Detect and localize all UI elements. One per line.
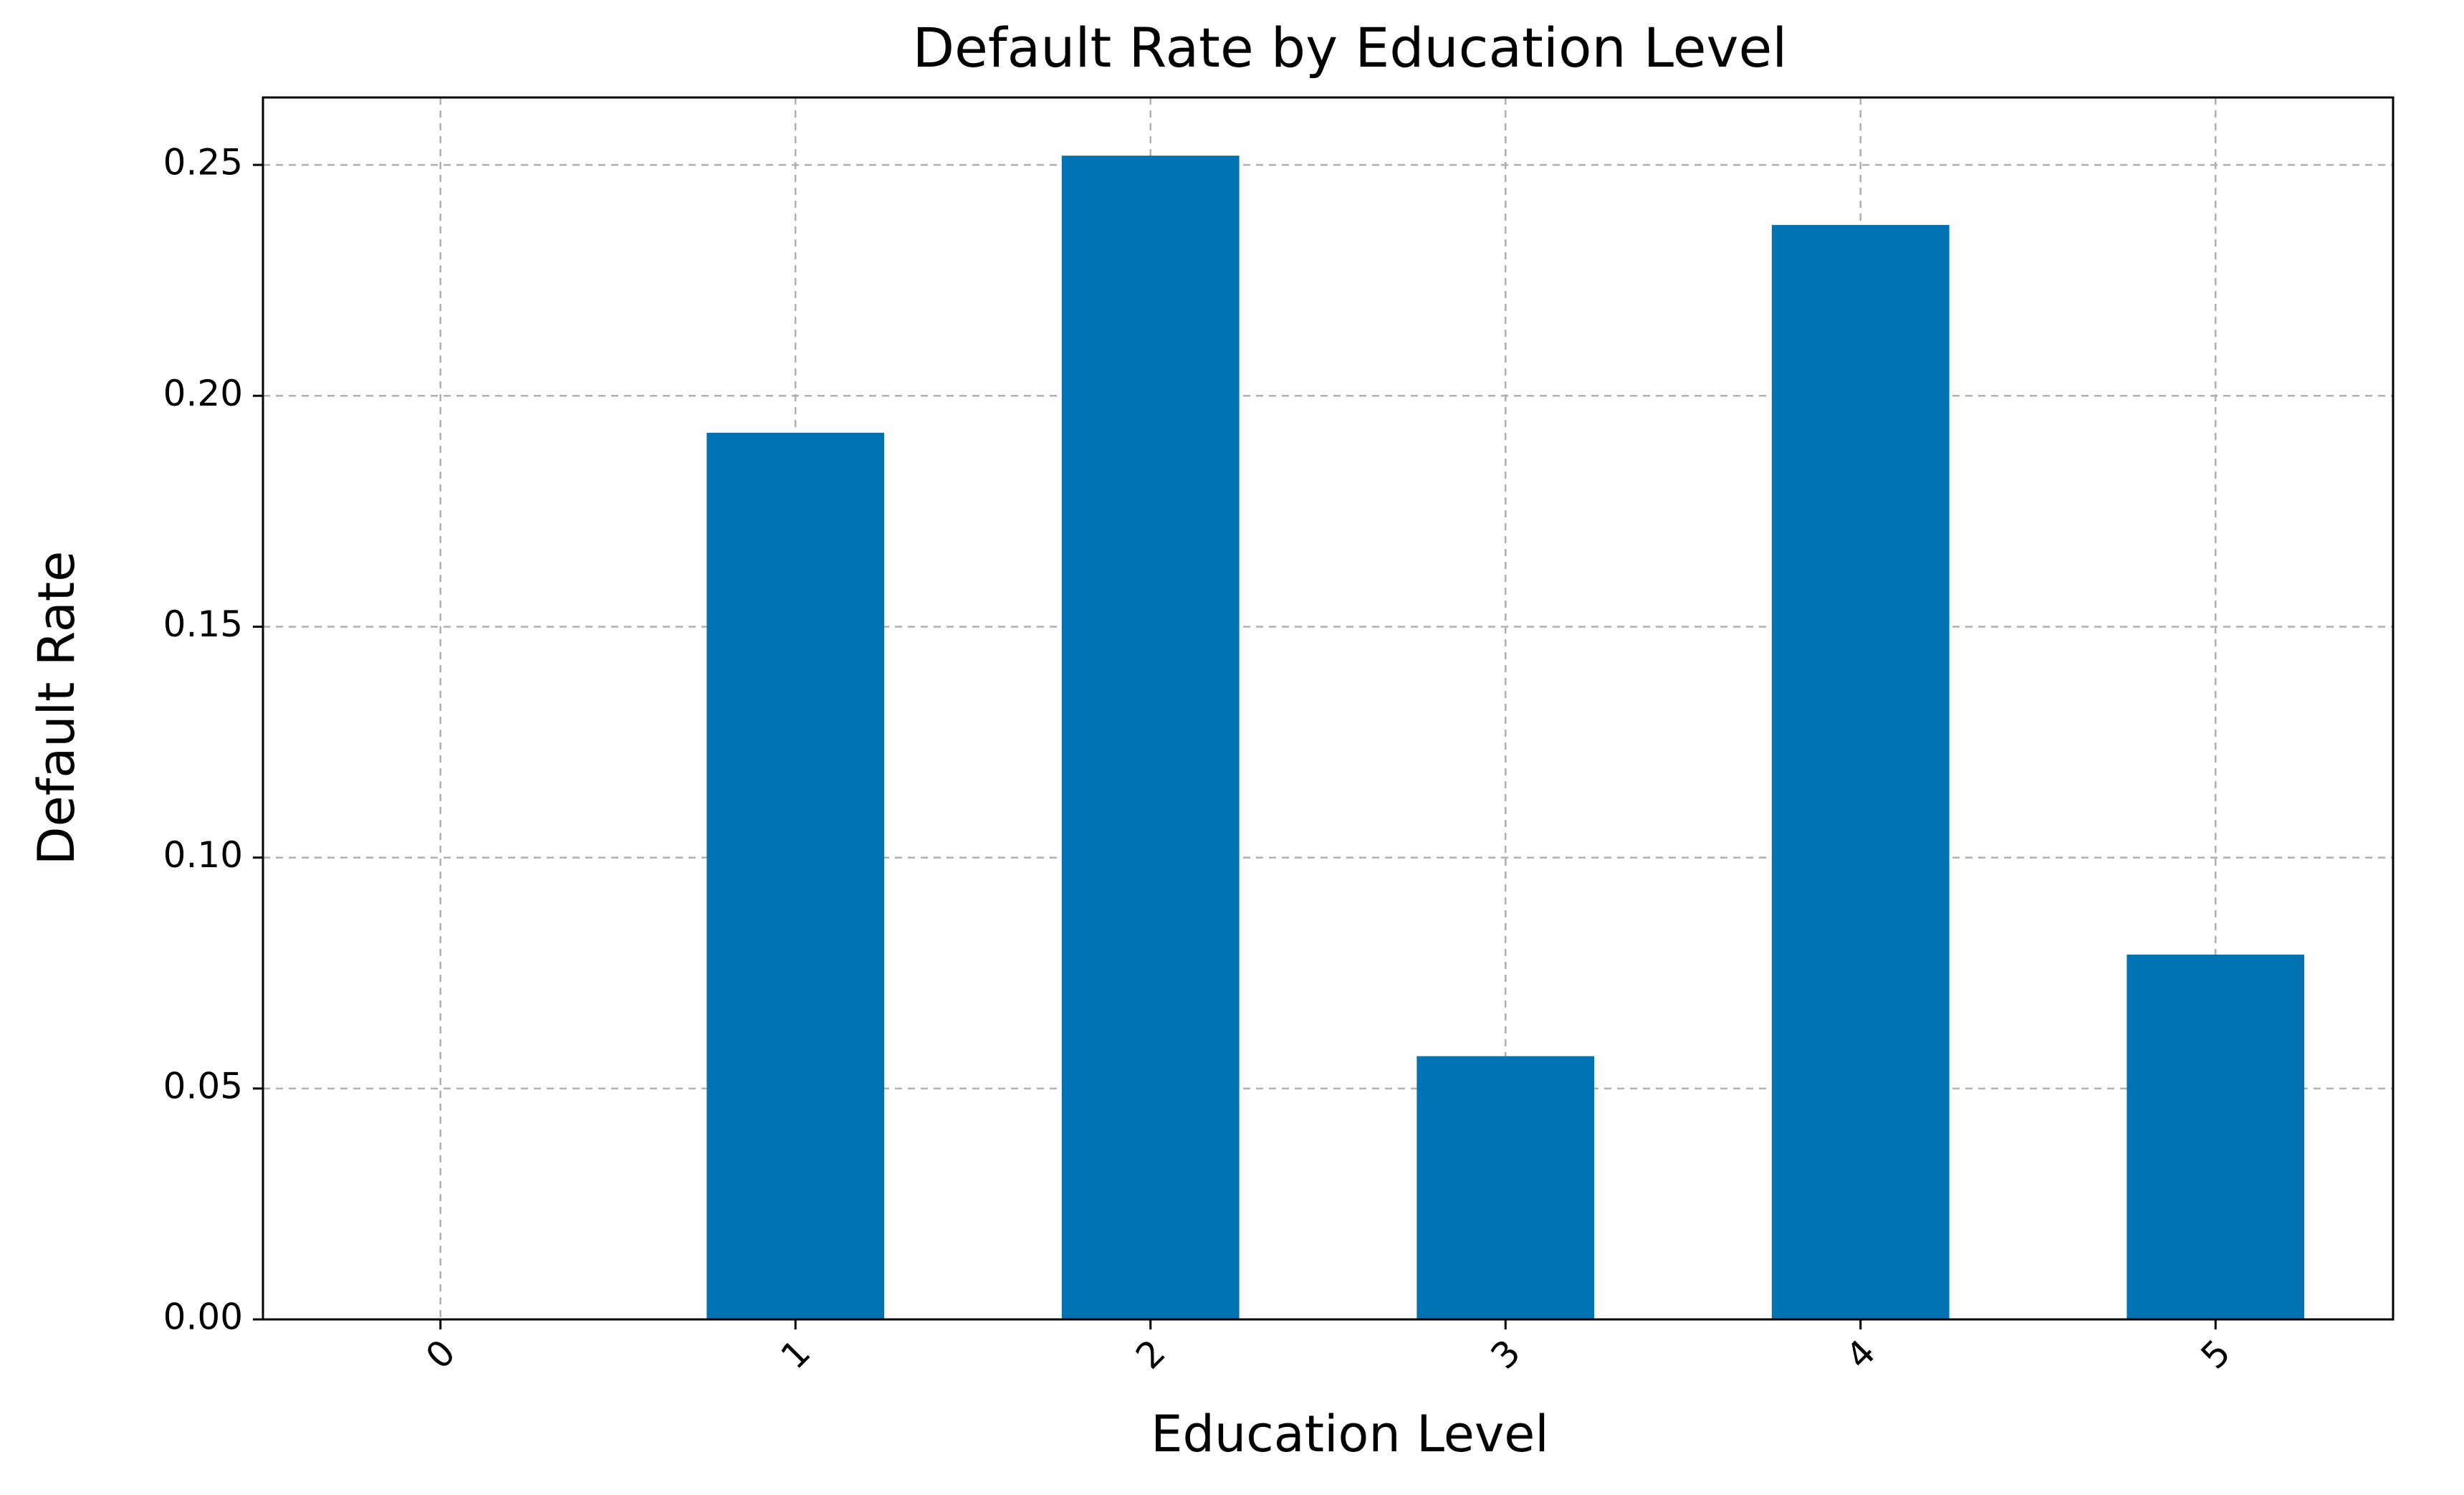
x-axis-label: Education Level <box>1151 1405 1549 1463</box>
y-tick-label: 0.20 <box>163 373 243 414</box>
x-tick-label: 2 <box>1128 1332 1174 1377</box>
bar <box>1416 1056 1595 1319</box>
y-tick-label: 0.05 <box>163 1065 243 1107</box>
x-tick-label: 0 <box>418 1332 464 1377</box>
bar <box>1771 224 1950 1319</box>
x-tick-label: 3 <box>1483 1332 1529 1377</box>
bar <box>2127 954 2305 1319</box>
bar <box>1061 156 1240 1320</box>
y-tick-label: 0.00 <box>163 1296 243 1338</box>
y-tick-label: 0.25 <box>163 142 243 183</box>
y-axis-label: Default Rate <box>27 551 86 866</box>
y-tick-label: 0.15 <box>163 603 243 645</box>
x-tick-label: 5 <box>2193 1332 2239 1377</box>
chart-title: Default Rate by Education Level <box>913 16 1788 80</box>
y-tick-label: 0.10 <box>163 834 243 876</box>
x-tick-label: 1 <box>773 1332 819 1377</box>
plot-frame <box>262 96 2395 1321</box>
bar <box>706 432 885 1319</box>
x-tick-label: 4 <box>1838 1332 1884 1377</box>
